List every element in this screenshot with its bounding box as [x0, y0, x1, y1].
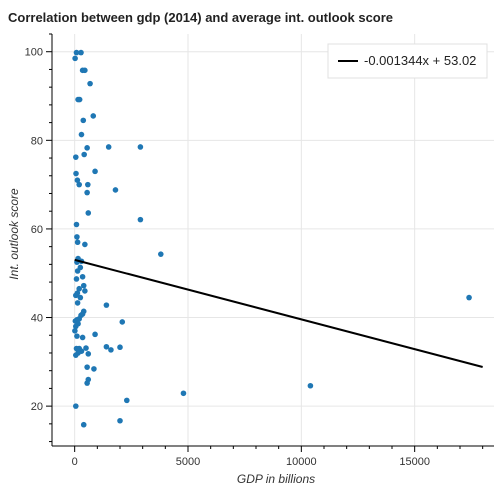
x-tick-label: 10000	[286, 456, 317, 468]
data-point	[84, 189, 90, 196]
data-point	[72, 55, 78, 62]
data-point	[74, 177, 81, 183]
data-point	[76, 181, 82, 188]
data-point	[85, 181, 91, 188]
data-point	[80, 421, 87, 428]
y-tick-label: 20	[31, 401, 43, 413]
data-point	[73, 170, 79, 177]
data-point	[74, 234, 80, 240]
x-tick-label: 0	[72, 456, 78, 468]
y-tick-label: 80	[31, 135, 43, 147]
data-point	[103, 343, 110, 350]
data-point	[124, 397, 130, 404]
data-point	[105, 144, 112, 150]
data-point	[77, 294, 84, 301]
data-point	[84, 380, 90, 386]
y-tick-label: 60	[31, 224, 43, 236]
data-point	[73, 403, 79, 409]
data-point	[73, 345, 80, 352]
data-point	[74, 333, 80, 339]
data-point	[79, 334, 86, 341]
data-point	[466, 294, 472, 301]
regression-line	[74, 258, 483, 368]
data-point	[73, 292, 79, 299]
y-tick-label: 100	[25, 47, 43, 59]
data-point	[80, 117, 87, 124]
data-point	[74, 268, 81, 274]
data-point	[79, 273, 86, 280]
data-point	[180, 390, 187, 397]
legend-label: -0.001344x + 53.02	[364, 53, 476, 68]
data-point	[112, 187, 119, 193]
data-point	[73, 352, 79, 358]
data-point	[82, 288, 88, 294]
data-point	[87, 80, 93, 87]
x-axis-label: GDP in billions	[237, 472, 315, 486]
data-point	[85, 351, 92, 357]
data-point	[73, 276, 80, 282]
data-point	[117, 417, 123, 424]
data-point	[73, 323, 79, 330]
data-point	[84, 364, 90, 370]
data-point	[108, 347, 114, 353]
data-point	[83, 345, 89, 351]
data-point	[73, 221, 80, 228]
data-point	[137, 144, 144, 150]
data-point	[92, 331, 98, 338]
data-point	[76, 96, 83, 103]
data-point	[92, 168, 98, 175]
data-point	[307, 382, 314, 389]
data-point	[158, 251, 164, 257]
data-point	[74, 239, 81, 246]
axes: 0 5000 10000 15000 20 40 60 80 100	[25, 33, 494, 468]
data-point	[81, 151, 87, 158]
data-point	[91, 366, 97, 372]
y-axis-label: Int. outlook score	[7, 188, 21, 280]
data-point	[80, 282, 87, 289]
x-tick-label: 15000	[399, 456, 430, 468]
grid	[52, 34, 494, 446]
data-point	[72, 328, 78, 334]
data-points	[72, 49, 472, 428]
data-point	[84, 145, 90, 151]
data-point	[85, 210, 92, 216]
data-point	[103, 302, 110, 308]
data-point	[74, 300, 81, 306]
regression-layer	[74, 258, 483, 368]
data-point	[76, 285, 82, 292]
data-point	[90, 113, 97, 119]
chart-title: Correlation between gdp (2014) and avera…	[8, 10, 393, 25]
legend: -0.001344x + 53.02	[327, 43, 488, 79]
data-point	[82, 67, 88, 74]
y-tick-label: 40	[31, 313, 43, 325]
data-point	[73, 154, 79, 160]
data-point	[78, 131, 85, 138]
data-point	[82, 241, 88, 248]
data-point	[78, 49, 84, 56]
data-point	[119, 319, 126, 325]
x-tick-label: 5000	[176, 456, 200, 468]
data-point	[117, 344, 123, 351]
data-point	[137, 216, 144, 223]
data-point	[73, 49, 80, 56]
